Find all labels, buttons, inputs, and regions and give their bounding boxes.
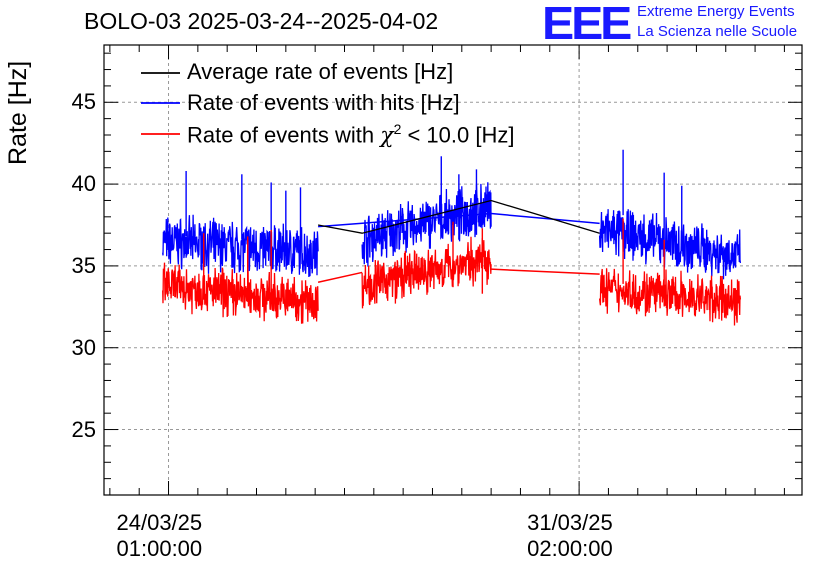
legend-entry-hits: Rate of events with hits [Hz] <box>187 90 460 115</box>
series-gap-link <box>317 271 363 284</box>
legend-entry-average: Average rate of events [Hz] <box>187 59 454 84</box>
series-average-line <box>317 199 600 234</box>
chart-title: BOLO-03 2025-03-24--2025-04-02 <box>84 8 439 34</box>
legend-entry-chi2: Rate of events with χ2 < 10.0 [Hz] <box>187 121 514 148</box>
legend-chi2-prefix: Rate of events with <box>187 122 381 148</box>
x-tick-label: 31/03/25 02:00:00 <box>527 510 613 562</box>
series-segment <box>162 214 319 278</box>
series-chi2 <box>162 218 742 326</box>
x-tick-time: 01:00:00 <box>116 536 203 561</box>
chi-exponent: 2 <box>393 121 402 137</box>
legend-swatches <box>141 72 180 135</box>
plot-frame <box>103 44 803 496</box>
series-gap-link <box>318 212 492 228</box>
eee-logo: EEE <box>542 0 632 49</box>
logo-line-1: Extreme Energy Events <box>637 3 795 20</box>
series-segment <box>598 268 742 326</box>
y-axis-label: Rate [Hz] <box>4 60 32 165</box>
y-tick-label: 35 <box>71 252 96 278</box>
x-tick-label: 24/03/25 01:00:00 <box>117 510 203 562</box>
logo-line-2: La Scienza nelle Scuole <box>637 23 798 40</box>
series-segment <box>162 262 319 324</box>
series-average <box>317 199 600 234</box>
legend-chi2-suffix: < 10.0 [Hz] <box>401 122 515 148</box>
series-gap-link <box>491 212 600 225</box>
x-tick-time: 02:00:00 <box>527 536 613 561</box>
y-tick-label: 25 <box>71 416 96 442</box>
series-segment <box>598 209 742 280</box>
series-gap-link <box>491 268 600 275</box>
series-hits <box>162 149 742 280</box>
chi-symbol: χ <box>380 123 394 149</box>
axis-ticks <box>104 45 802 495</box>
y-tick-label: 30 <box>71 334 96 360</box>
x-tick-date: 31/03/25 <box>527 510 613 535</box>
series-segment <box>361 236 492 309</box>
y-tick-label: 40 <box>71 171 96 197</box>
x-tick-date: 24/03/25 <box>116 510 203 535</box>
y-tick-label: 45 <box>71 89 96 115</box>
